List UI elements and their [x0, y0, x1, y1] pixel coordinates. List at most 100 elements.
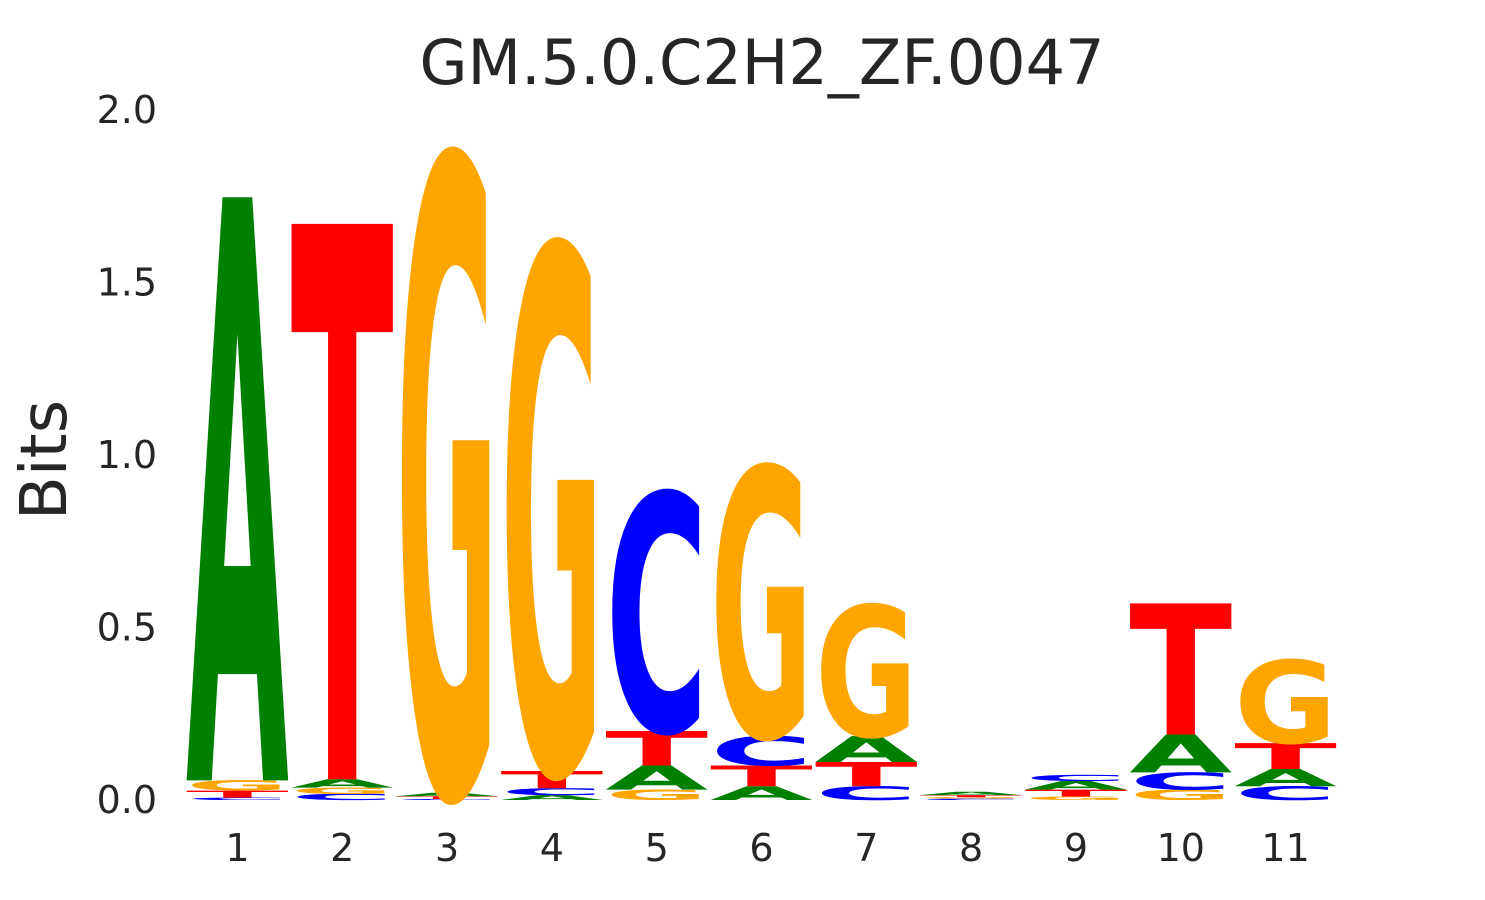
logo-letter-A-pos-3: A	[396, 792, 499, 797]
logo-letter-glyph: G	[1129, 787, 1232, 804]
logo-letter-G-pos-4: G	[500, 104, 603, 900]
logo-letter-G-pos-7: G	[815, 569, 918, 779]
logo-letter-G-pos-5: G	[605, 787, 708, 804]
logo-letter-glyph: T	[1025, 788, 1128, 799]
logo-letter-C-pos-6: C	[710, 728, 813, 775]
y-tick-label: 1.0	[97, 433, 157, 477]
logo-letter-A-pos-10: A	[1129, 724, 1232, 785]
logo-letter-C-pos-11: C	[1234, 782, 1337, 804]
logo-letter-C-pos-8: C	[920, 798, 1023, 800]
logo-letter-G-pos-9: G	[1025, 796, 1128, 802]
logo-letter-T-pos-8: T	[920, 795, 1023, 798]
logo-letter-glyph: A	[1025, 779, 1128, 793]
logo-letter-C-pos-1: C	[186, 797, 289, 801]
logo-letter-G-pos-1: G	[186, 778, 289, 795]
logo-letter-glyph: C	[815, 782, 918, 804]
logo-letter-glyph: G	[1234, 639, 1337, 771]
logo-letter-glyph: G	[500, 104, 603, 900]
logo-letter-glyph: G	[186, 778, 289, 795]
logo-letter-glyph: C	[1025, 773, 1128, 783]
logo-letter-C-pos-3: C	[396, 799, 499, 801]
logo-letter-glyph: G	[291, 786, 394, 796]
logo-letter-T-pos-2: T	[291, 72, 395, 900]
logo-letter-glyph: A	[500, 794, 603, 802]
logo-letter-G-pos-8: G	[920, 797, 1023, 799]
logo-letter-C-pos-10: C	[1129, 768, 1232, 796]
logo-letter-T-pos-10: T	[1129, 569, 1232, 778]
logo-letter-A-pos-1: A	[186, 40, 290, 900]
logo-letter-C-pos-4: C	[500, 786, 603, 797]
logo-letter-glyph: A	[920, 791, 1023, 796]
x-tick-label: 5	[645, 826, 669, 870]
logo-letter-A-pos-4: A	[500, 794, 603, 802]
logo-letter-A-pos-2: A	[291, 777, 394, 790]
logo-letter-glyph: T	[1129, 569, 1232, 778]
x-tick-label: 2	[330, 826, 354, 870]
logo-letter-T-pos-6: T	[710, 760, 813, 793]
y-axis-ticks: 0.0 0.5 1.0 1.5 2.0	[97, 88, 157, 822]
y-tick-label: 2.0	[97, 88, 157, 132]
logo-letter-glyph: T	[605, 722, 708, 777]
y-tick-label: 1.5	[97, 261, 157, 305]
logo-letter-glyph: C	[396, 799, 499, 801]
logo-letter-glyph: A	[1234, 764, 1337, 792]
logo-letter-glyph: A	[605, 759, 708, 798]
logo-letter-A-pos-5: A	[605, 759, 708, 798]
logo-letter-glyph: T	[396, 795, 499, 799]
y-axis-label: Bits	[8, 400, 82, 520]
logo-letter-glyph: G	[815, 569, 918, 779]
x-tick-label: 9	[1064, 826, 1088, 870]
logo-letter-T-pos-3: T	[396, 795, 499, 799]
logo-letter-glyph: C	[1234, 782, 1337, 804]
logo-letter-glyph: A	[396, 792, 499, 797]
logo-letter-glyph: C	[920, 798, 1023, 800]
logo-letter-G-pos-11: G	[1234, 639, 1337, 771]
logo-letter-glyph: T	[1234, 736, 1337, 777]
x-tick-label: 3	[435, 826, 459, 870]
logo-letter-glyph: C	[291, 792, 394, 802]
logo-letter-T-pos-4: T	[500, 767, 603, 794]
logo-letter-glyph: A	[710, 783, 813, 805]
logo-letter-C-pos-2: C	[291, 792, 394, 802]
logo-letter-glyph: C	[1129, 768, 1232, 796]
logo-letter-glyph: A	[186, 40, 290, 900]
logo-letter-glyph: C	[605, 429, 708, 808]
logo-letter-G-pos-2: G	[291, 786, 394, 796]
y-tick-label: 0.0	[97, 778, 157, 822]
logo-letter-T-pos-7: T	[815, 756, 918, 795]
logo-letter-glyph: T	[291, 72, 395, 900]
logo-letter-T-pos-9: T	[1025, 788, 1128, 799]
x-tick-label: 6	[749, 826, 773, 870]
logo-letter-C-pos-9: C	[1025, 773, 1128, 783]
logo-letter-glyph: T	[920, 795, 1023, 798]
x-tick-label: 11	[1261, 826, 1309, 870]
logo-letter-glyph: C	[186, 797, 289, 801]
logo-letter-A-pos-7: A	[815, 729, 918, 770]
logo-letter-glyph: G	[396, 0, 499, 900]
logo-letter-glyph: C	[710, 728, 813, 775]
logo-letter-C-pos-7: C	[815, 782, 918, 804]
x-tick-label: 7	[854, 826, 878, 870]
x-tick-label: 4	[540, 826, 564, 870]
y-tick-label: 0.5	[97, 606, 157, 650]
logo-letter-glyph: G	[1025, 796, 1128, 802]
logo-letter-A-pos-8: A	[920, 791, 1023, 796]
x-tick-label: 1	[225, 826, 249, 870]
logo-letter-glyph: G	[920, 797, 1023, 799]
chart-title: GM.5.0.C2H2_ZF.0047	[419, 26, 1104, 99]
logo-letter-A-pos-11: A	[1234, 764, 1337, 792]
logo-letter-glyph: T	[710, 760, 813, 793]
logo-letter-glyph: G	[605, 787, 708, 804]
logo-letter-A-pos-6: A	[710, 783, 813, 805]
x-axis-ticks: 1 2 3 4 5 6 7 8 9 10 11	[225, 826, 1309, 870]
logo-letter-glyph: A	[1129, 724, 1232, 785]
logo-letter-T-pos-5: T	[605, 722, 708, 777]
logo-letter-glyph: T	[815, 756, 918, 795]
logo-letter-C-pos-5: C	[605, 429, 708, 808]
logo-letter-G-pos-10: G	[1129, 787, 1232, 804]
logo-letter-glyph: A	[815, 729, 918, 770]
logo-letter-T-pos-1: T	[186, 789, 289, 800]
logo-letter-glyph: A	[291, 777, 394, 790]
